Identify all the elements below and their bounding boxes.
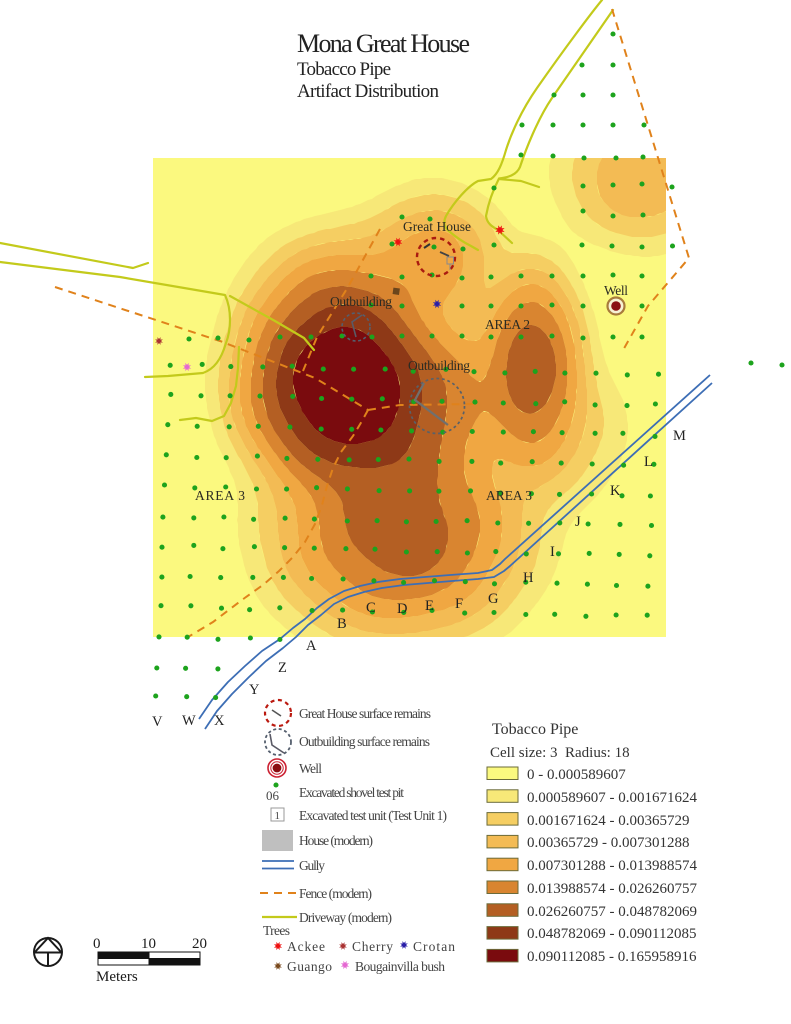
- svg-text:1: 1: [275, 810, 281, 822]
- svg-text:Cherry: Cherry: [352, 939, 393, 954]
- svg-text:Guango: Guango: [287, 959, 332, 974]
- svg-text:20: 20: [192, 936, 207, 952]
- svg-text:Tobacco Pipe: Tobacco Pipe: [492, 721, 578, 738]
- svg-text:K: K: [610, 483, 621, 499]
- svg-text:Cell size: 3 Radius: 18: Cell size: 3 Radius: 18: [490, 745, 630, 761]
- svg-text:M: M: [673, 428, 686, 444]
- svg-text:Well: Well: [299, 761, 322, 776]
- svg-text:Crotan: Crotan: [413, 939, 455, 954]
- svg-text:Bougainvilla bush: Bougainvilla bush: [355, 959, 445, 974]
- svg-text:10: 10: [141, 936, 156, 952]
- svg-text:0.090112085 - 0.165958916: 0.090112085 - 0.165958916: [527, 949, 697, 965]
- svg-text:AREA 3: AREA 3: [486, 488, 532, 503]
- svg-text:Driveway (modern): Driveway (modern): [299, 910, 392, 925]
- svg-text:Y: Y: [249, 682, 260, 698]
- svg-text:0.001671624 - 0.00365729: 0.001671624 - 0.00365729: [527, 813, 690, 829]
- svg-text:Z: Z: [278, 660, 287, 676]
- svg-text:0.026260757 - 0.048782069: 0.026260757 - 0.048782069: [527, 904, 697, 920]
- svg-text:Mona Great House: Mona Great House: [297, 29, 470, 58]
- svg-text:Tobacco Pipe: Tobacco Pipe: [297, 59, 391, 80]
- svg-text:Well: Well: [604, 283, 628, 298]
- svg-text:0 - 0.000589607: 0 - 0.000589607: [527, 767, 626, 783]
- svg-text:AREA 3: AREA 3: [195, 488, 245, 503]
- svg-text:I: I: [550, 544, 555, 560]
- svg-text:Outbuilding: Outbuilding: [408, 358, 470, 373]
- svg-text:G: G: [488, 591, 499, 607]
- svg-text:X: X: [214, 713, 225, 729]
- svg-text:D: D: [397, 601, 407, 617]
- svg-text:C: C: [366, 600, 376, 616]
- svg-text:A: A: [306, 638, 317, 654]
- svg-text:Artifact Distribution: Artifact Distribution: [297, 81, 440, 102]
- svg-text:0.048782069 - 0.090112085: 0.048782069 - 0.090112085: [527, 926, 696, 942]
- svg-text:House (modern): House (modern): [299, 833, 373, 848]
- svg-text:06: 06: [266, 788, 280, 803]
- svg-text:0.007301288 - 0.013988574: 0.007301288 - 0.013988574: [527, 858, 697, 874]
- svg-text:V: V: [152, 714, 163, 730]
- svg-text:Meters: Meters: [96, 969, 138, 985]
- svg-text:L: L: [644, 454, 653, 470]
- svg-text:Trees: Trees: [263, 923, 290, 938]
- svg-text:Gully: Gully: [299, 858, 325, 873]
- svg-text:Excavated test unit (Test Unit: Excavated test unit (Test Unit 1): [299, 808, 447, 823]
- svg-text:W: W: [182, 713, 196, 729]
- svg-text:Great House: Great House: [403, 219, 471, 234]
- svg-text:0.013988574 - 0.026260757: 0.013988574 - 0.026260757: [527, 881, 697, 897]
- svg-text:Fence (modern): Fence (modern): [299, 886, 372, 901]
- svg-text:F: F: [455, 596, 463, 612]
- svg-text:0: 0: [93, 936, 101, 952]
- svg-text:Great House surface remains: Great House surface remains: [299, 706, 431, 721]
- svg-text:0.00365729 - 0.007301288: 0.00365729 - 0.007301288: [527, 835, 690, 851]
- svg-text:E: E: [425, 598, 434, 614]
- svg-text:H: H: [523, 570, 534, 586]
- svg-text:J: J: [575, 514, 581, 530]
- svg-text:Outbuilding surface remains: Outbuilding surface remains: [299, 734, 430, 749]
- svg-text:B: B: [337, 616, 347, 632]
- svg-text:0.000589607 - 0.001671624: 0.000589607 - 0.001671624: [527, 790, 697, 806]
- svg-text:Outbuilding: Outbuilding: [330, 294, 392, 309]
- svg-text:Excavated shovel test pit: Excavated shovel test pit: [299, 785, 404, 800]
- svg-text:AREA 2: AREA 2: [485, 317, 530, 332]
- svg-text:Ackee: Ackee: [287, 939, 325, 954]
